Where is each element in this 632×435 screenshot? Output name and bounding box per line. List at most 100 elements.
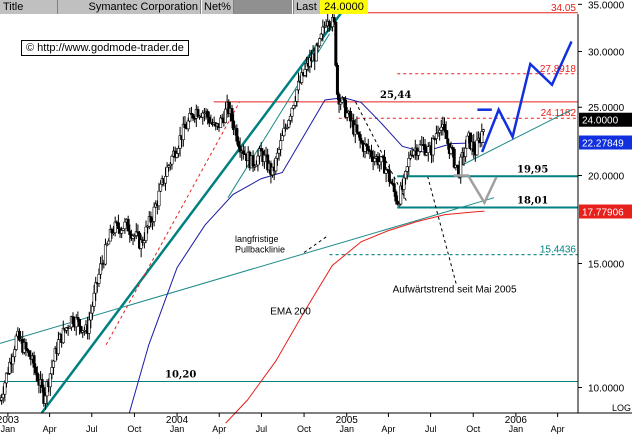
candle-body bbox=[402, 177, 406, 190]
candle-body bbox=[241, 150, 245, 155]
chart-annotation: langfristige bbox=[235, 234, 279, 244]
candle-body bbox=[348, 111, 352, 122]
y-tick-label: 20.0000 bbox=[588, 171, 625, 182]
candle-body bbox=[103, 244, 107, 265]
candle-body bbox=[443, 124, 447, 131]
price-box-label: 17.77906 bbox=[582, 207, 624, 218]
price-box-label: 22.27849 bbox=[582, 138, 624, 149]
candle-body bbox=[92, 292, 96, 307]
gray-projection-path bbox=[453, 174, 498, 206]
candle-body bbox=[279, 140, 283, 150]
candle-body bbox=[321, 26, 325, 35]
symbol-field[interactable]: Symantec Corporation bbox=[58, 0, 200, 14]
candle-body bbox=[14, 335, 18, 350]
candle-body bbox=[472, 141, 476, 152]
candle-body bbox=[465, 135, 469, 149]
title-tab[interactable]: Title bbox=[0, 0, 59, 14]
candle-body bbox=[89, 312, 93, 321]
candle-body bbox=[280, 135, 284, 141]
candle-body bbox=[71, 316, 75, 324]
candle-body bbox=[175, 153, 179, 158]
header-divider bbox=[293, 0, 294, 14]
annotation-pointer bbox=[303, 235, 328, 253]
candle-body bbox=[128, 230, 132, 235]
price-box bbox=[579, 135, 632, 150]
y-tick-label: 25.0000 bbox=[588, 103, 625, 114]
candle-body bbox=[223, 108, 227, 123]
candle-body bbox=[314, 44, 318, 62]
x-tick-month: Apr bbox=[212, 424, 226, 434]
candle-body bbox=[50, 367, 54, 375]
level-label: 10,20 bbox=[165, 369, 196, 380]
candle-body bbox=[360, 140, 364, 144]
header-divider bbox=[233, 0, 234, 14]
candle-body bbox=[379, 156, 383, 163]
watermark: © http://www.godmode-trader.de bbox=[21, 40, 189, 56]
header-divider bbox=[200, 0, 201, 14]
log-scale-label: LOG bbox=[612, 403, 631, 413]
level-label: 25,44 bbox=[380, 90, 411, 101]
level-label: 24.1182 bbox=[541, 108, 577, 119]
candle-body bbox=[452, 148, 456, 168]
candle-body bbox=[262, 154, 266, 162]
candle-body bbox=[282, 127, 286, 136]
candle-body bbox=[297, 80, 301, 91]
candle-body bbox=[274, 157, 278, 172]
candle-body bbox=[407, 157, 411, 168]
candle-body bbox=[357, 131, 361, 135]
candle-body bbox=[196, 109, 200, 117]
header-spacer bbox=[234, 0, 292, 14]
candle-body bbox=[4, 372, 8, 384]
candle-body bbox=[256, 155, 260, 166]
candle-body bbox=[43, 395, 47, 404]
candle-body bbox=[40, 379, 44, 388]
candle-body bbox=[3, 382, 7, 395]
candle-body bbox=[79, 326, 83, 333]
candle-body bbox=[480, 131, 484, 143]
candle-body bbox=[152, 206, 156, 222]
candle-body bbox=[107, 240, 111, 245]
candle-body bbox=[293, 101, 297, 106]
candle-body bbox=[120, 230, 124, 234]
candle-body bbox=[366, 145, 370, 151]
last-value: 24.0000 bbox=[320, 0, 368, 14]
candle-body bbox=[183, 123, 187, 129]
x-tick-month: Apr bbox=[43, 424, 57, 434]
trend-line-steep bbox=[40, 0, 352, 414]
candle-body bbox=[188, 112, 192, 122]
candle-body bbox=[444, 129, 448, 140]
candle-body bbox=[52, 360, 56, 368]
candle-body bbox=[327, 21, 331, 27]
candle-body bbox=[292, 105, 296, 109]
candle-body bbox=[275, 152, 279, 159]
candle-body bbox=[61, 327, 65, 343]
candle-body bbox=[94, 282, 98, 294]
candle-body bbox=[99, 263, 103, 275]
candle-body bbox=[392, 183, 396, 192]
price-box bbox=[579, 204, 632, 219]
x-tick-month: Jan bbox=[509, 424, 524, 434]
candle-body bbox=[90, 306, 94, 314]
candle-body bbox=[76, 316, 80, 320]
candle-body bbox=[405, 166, 409, 172]
candle-body bbox=[318, 38, 322, 47]
net-tab[interactable]: Net% bbox=[202, 0, 234, 14]
candle-body bbox=[459, 156, 463, 178]
candle-body bbox=[26, 348, 30, 352]
x-tick-month: Jan bbox=[339, 424, 354, 434]
candle-body bbox=[24, 342, 28, 350]
level-label: 15.4436 bbox=[540, 245, 577, 256]
y-tick-label: 15.0000 bbox=[588, 259, 625, 270]
candle-body bbox=[116, 222, 120, 229]
candle-body bbox=[142, 240, 146, 244]
candle-body bbox=[394, 191, 398, 202]
candle-body bbox=[97, 273, 101, 284]
candle-body bbox=[157, 190, 161, 207]
candle-body bbox=[74, 316, 78, 328]
candle-body bbox=[387, 169, 391, 182]
red-dashed-projection bbox=[105, 101, 241, 346]
level-label: 18,01 bbox=[517, 196, 548, 207]
candle-body bbox=[446, 138, 450, 144]
candle-body bbox=[438, 130, 442, 133]
candle-body bbox=[345, 112, 349, 118]
